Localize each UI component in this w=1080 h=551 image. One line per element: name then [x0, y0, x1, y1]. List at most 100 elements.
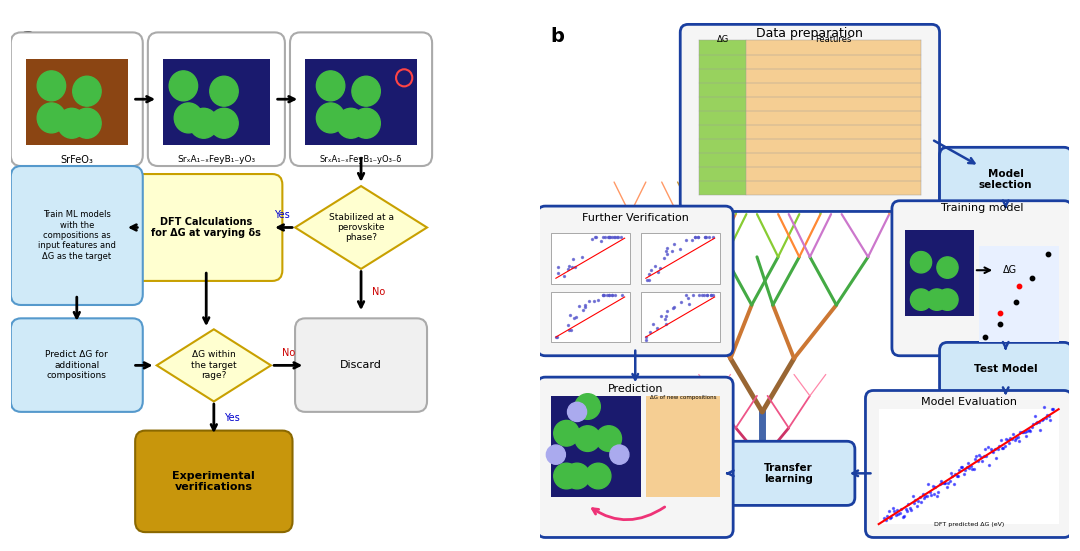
Point [595, 291, 612, 300]
Point [917, 491, 934, 500]
Point [984, 447, 1001, 456]
Circle shape [210, 76, 239, 106]
Point [649, 268, 666, 277]
Point [1036, 403, 1053, 412]
Point [573, 305, 591, 314]
Point [1041, 415, 1058, 424]
Point [903, 505, 920, 514]
Point [1040, 411, 1057, 420]
FancyBboxPatch shape [865, 391, 1071, 537]
Point [1010, 282, 1027, 291]
Bar [879, 409, 1058, 524]
Point [640, 270, 658, 279]
Point [577, 300, 594, 309]
Point [656, 253, 673, 262]
Point [889, 505, 906, 514]
Point [958, 462, 975, 471]
Point [976, 333, 994, 342]
Point [693, 291, 711, 300]
Circle shape [37, 103, 66, 133]
Point [969, 457, 986, 466]
Point [891, 508, 908, 517]
Point [1025, 419, 1042, 428]
Circle shape [575, 426, 600, 451]
Point [1004, 429, 1022, 438]
Point [895, 511, 913, 520]
FancyBboxPatch shape [148, 33, 285, 166]
Point [901, 504, 918, 513]
Text: SrₓA₁₋ₓFeyB₁₋yO₃₋δ: SrₓA₁₋ₓFeyB₁₋yO₃₋δ [320, 155, 402, 164]
Point [664, 304, 681, 312]
Point [908, 502, 926, 511]
Point [1013, 427, 1030, 436]
Point [968, 451, 985, 460]
Bar [551, 396, 640, 498]
Circle shape [610, 445, 629, 464]
Point [973, 457, 990, 466]
Point [697, 232, 714, 241]
Point [1043, 404, 1061, 413]
Point [548, 332, 565, 341]
Point [949, 472, 967, 481]
Point [926, 490, 943, 499]
Point [561, 261, 578, 270]
Point [1044, 405, 1062, 414]
Point [890, 509, 907, 518]
Point [959, 458, 976, 467]
Circle shape [937, 257, 958, 278]
Text: ΔG: ΔG [1003, 265, 1017, 276]
Point [697, 232, 714, 241]
Point [909, 497, 927, 506]
Point [593, 237, 610, 246]
Point [600, 291, 618, 300]
FancyBboxPatch shape [135, 430, 293, 532]
Point [904, 491, 921, 500]
Bar [980, 246, 1058, 342]
Text: Stabilized at a
perovskite
phase?: Stabilized at a perovskite phase? [328, 213, 393, 242]
Point [887, 511, 904, 520]
Text: Features: Features [815, 35, 852, 44]
Point [550, 269, 567, 278]
Point [1027, 418, 1044, 427]
Point [564, 262, 581, 271]
Point [600, 291, 618, 300]
Point [598, 291, 616, 300]
Point [994, 444, 1011, 452]
Circle shape [565, 463, 590, 489]
Point [696, 291, 713, 300]
Text: SrFeO₃: SrFeO₃ [60, 155, 93, 165]
Point [637, 336, 654, 344]
Bar [640, 291, 720, 342]
Point [967, 455, 984, 463]
Point [576, 302, 593, 311]
Point [995, 444, 1012, 452]
Point [573, 253, 591, 262]
Point [981, 461, 998, 469]
Point [1014, 428, 1031, 436]
Point [555, 272, 572, 281]
Point [945, 480, 962, 489]
Point [954, 462, 971, 471]
Point [657, 247, 674, 256]
Text: Prediction: Prediction [608, 384, 663, 394]
Point [1016, 428, 1034, 436]
Point [1023, 423, 1040, 431]
Point [964, 464, 982, 473]
Point [971, 451, 988, 460]
Point [687, 232, 704, 241]
Circle shape [927, 289, 947, 310]
Point [645, 319, 662, 328]
Point [678, 291, 696, 300]
Point [570, 302, 588, 311]
Point [659, 250, 676, 258]
Text: ΔG within
the target
rage?: ΔG within the target rage? [191, 350, 237, 380]
Point [1008, 434, 1025, 442]
Point [604, 232, 621, 241]
Point [985, 448, 1002, 457]
Point [944, 471, 961, 480]
Point [996, 441, 1013, 450]
Point [606, 232, 623, 241]
Point [1009, 433, 1026, 441]
FancyBboxPatch shape [892, 201, 1071, 356]
Point [595, 291, 612, 300]
